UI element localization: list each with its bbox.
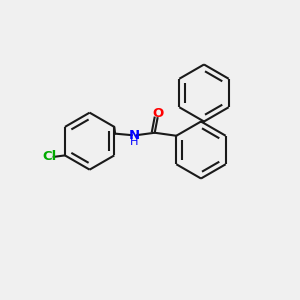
Text: Cl: Cl	[43, 150, 57, 164]
Text: O: O	[152, 107, 163, 120]
Text: N: N	[129, 129, 140, 142]
Text: H: H	[130, 137, 139, 147]
